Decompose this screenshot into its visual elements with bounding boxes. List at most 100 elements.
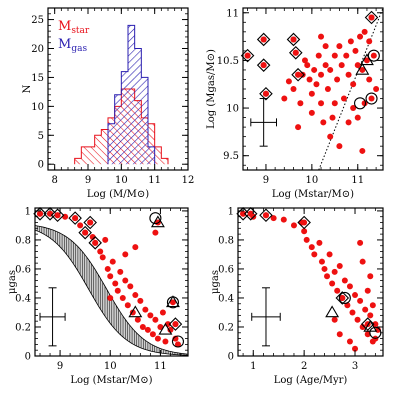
data-point: [262, 90, 269, 97]
data-point: [345, 119, 352, 126]
data-point: [174, 341, 181, 348]
diamond-marker: [33, 207, 47, 221]
y-tick-label: 25: [31, 15, 44, 26]
diamond-marker: [256, 58, 271, 72]
data-point: [247, 210, 254, 217]
data-point: [304, 62, 311, 69]
data-point: [147, 312, 154, 319]
diamond-marker: [259, 208, 273, 223]
x-tick-label: 11: [351, 175, 364, 186]
data-point: [295, 124, 302, 131]
y-tick-label: 0.2: [15, 322, 31, 333]
data-point: [346, 338, 353, 345]
y-tick-label: 10: [226, 104, 239, 115]
hist-bar-Mstar: [148, 123, 155, 165]
data-point: [366, 76, 373, 83]
x-tick-label: 11: [148, 175, 161, 186]
y-tick-label: 20: [31, 44, 44, 55]
data-point: [122, 277, 129, 284]
data-point: [322, 43, 329, 50]
diamond-marker: [78, 225, 92, 240]
data-point: [301, 57, 308, 64]
y-tick-label: 0.8: [15, 235, 31, 246]
triangle-marker: [355, 62, 370, 75]
y-tick-label: 0.4: [15, 293, 31, 304]
diamond-marker: [289, 46, 303, 60]
data-point: [285, 78, 292, 85]
y-tick-label: 1: [25, 206, 31, 217]
data-point: [369, 302, 376, 309]
data-point: [132, 244, 139, 251]
data-point: [144, 326, 151, 333]
data-point: [361, 28, 368, 35]
triangle-marker: [158, 322, 173, 335]
data-point: [352, 47, 359, 54]
data-point: [336, 143, 343, 150]
legend-entry-star: Mstar: [58, 19, 90, 36]
x-tick-label: 3: [352, 361, 358, 372]
data-point: [299, 71, 306, 78]
data-point: [327, 133, 334, 140]
data-point: [343, 52, 350, 59]
y-tick-label: 9.5: [223, 151, 239, 162]
y-tick-label: 1: [228, 206, 234, 217]
data-point: [107, 294, 114, 301]
data-point: [306, 76, 313, 83]
diamond-marker: [297, 215, 311, 230]
data-point: [270, 215, 277, 222]
diamond-marker: [83, 215, 97, 230]
hist-bar-Mgas: [121, 71, 128, 165]
data-point: [311, 66, 318, 73]
x-axis-label: Log (M/M⊙): [87, 189, 149, 200]
data-point: [336, 331, 343, 338]
data-point: [359, 147, 366, 154]
data-point: [308, 109, 315, 116]
data-point: [359, 66, 366, 73]
one-to-one-line: [318, 7, 384, 171]
data-point: [124, 302, 131, 309]
data-point: [370, 52, 377, 59]
data-point: [152, 229, 159, 236]
hist-bar-Mstar: [161, 158, 168, 165]
data-point: [331, 316, 338, 323]
data-point: [107, 273, 114, 280]
data-point: [367, 273, 374, 280]
data-point: [109, 258, 116, 265]
data-point: [373, 86, 380, 92]
data-point: [327, 66, 334, 73]
data-point: [362, 306, 369, 313]
data-point: [364, 287, 371, 294]
data-point: [87, 219, 94, 226]
data-point: [352, 345, 359, 352]
data-point: [318, 71, 325, 78]
data-point: [329, 280, 336, 287]
data-point: [99, 254, 106, 261]
data-point: [122, 251, 129, 258]
data-point: [134, 316, 141, 323]
y-tick-label: 0: [25, 352, 31, 363]
data-point: [368, 95, 375, 102]
data-point: [295, 71, 302, 78]
data-point: [92, 239, 99, 246]
data-point: [336, 43, 343, 50]
y-axis-label: Log (Mgas/M⊙): [206, 49, 217, 129]
data-point: [339, 294, 346, 301]
data-point: [334, 287, 341, 294]
data-point: [290, 36, 297, 43]
x-tick-label: 11: [154, 361, 167, 372]
data-point: [162, 338, 169, 345]
hist-bar-Mgas: [141, 77, 148, 165]
diamond-marker: [364, 10, 379, 25]
x-axis-label: Log (Mstar/M⊙): [272, 189, 354, 200]
data-point: [308, 90, 315, 97]
triangle-marker: [165, 295, 180, 308]
data-point: [290, 222, 297, 229]
data-point: [324, 86, 331, 92]
y-tick-label: 0.6: [218, 264, 234, 275]
data-point: [367, 312, 374, 319]
x-tick-label: 9: [85, 175, 91, 186]
y-tick-label: 10: [31, 102, 44, 113]
data-point: [318, 100, 325, 107]
x-axis-label: Log (Age/Myr): [274, 375, 348, 386]
